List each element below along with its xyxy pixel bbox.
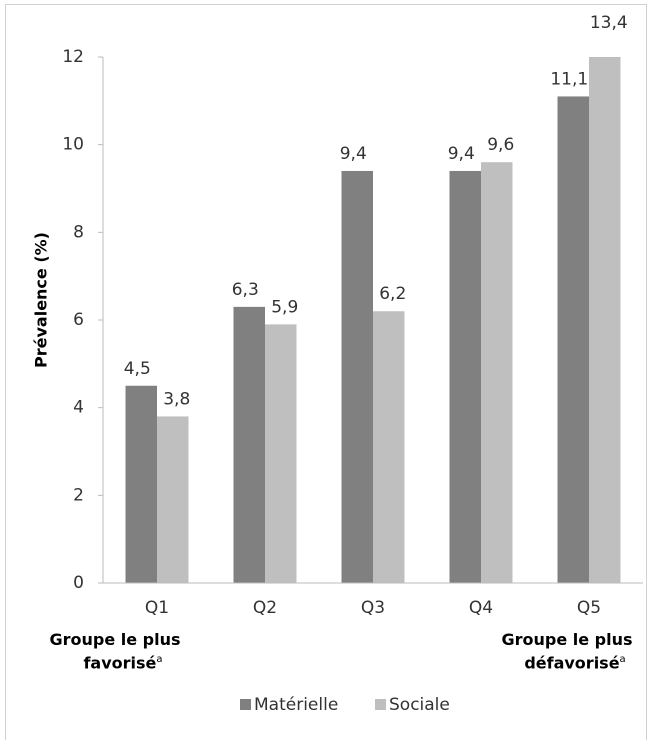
bar (125, 385, 157, 583)
bar (233, 306, 265, 583)
y-tick-label: 12 (62, 47, 84, 67)
x-tick-label: Q3 (361, 598, 385, 618)
bar (449, 170, 481, 583)
annotation: favoriséa (83, 654, 162, 673)
y-tick-label: 4 (73, 398, 84, 418)
legend-swatch (375, 699, 386, 710)
annotation: défavoriséa (524, 654, 625, 673)
y-tick-label: 2 (73, 485, 84, 505)
bar (373, 311, 405, 583)
y-tick-label: 8 (73, 222, 84, 242)
y-tick-label: 0 (73, 573, 84, 593)
value-label: 3,8 (163, 389, 190, 409)
annotation: Groupe le plus (501, 630, 632, 649)
annotation-text: Groupe le plus (501, 630, 632, 649)
x-tick-label: Q2 (253, 598, 277, 618)
y-tick-label: 10 (62, 135, 84, 155)
value-label: 13,4 (590, 13, 628, 33)
annotation-sup: a (620, 654, 626, 665)
x-tick-label: Q1 (145, 598, 169, 618)
bar (157, 416, 189, 583)
annotation-sup: a (156, 654, 162, 665)
x-tick-label: Q5 (577, 598, 601, 618)
x-tick-label: Q4 (469, 598, 493, 618)
y-axis-label: Prévalence (%) (32, 232, 51, 368)
value-label: 9,6 (487, 135, 514, 155)
value-label: 11,1 (550, 69, 588, 89)
bar (265, 324, 297, 583)
annotation-text: Groupe le plus (49, 630, 180, 649)
legend-label: Matérielle (254, 695, 338, 715)
value-label: 5,9 (271, 297, 298, 317)
y-tick-label: 6 (73, 310, 84, 330)
value-label: 4,5 (124, 359, 151, 379)
bar (341, 170, 373, 583)
plot-area (125, 57, 621, 583)
bar (589, 57, 621, 583)
value-label: 9,4 (448, 144, 475, 164)
bar (481, 162, 513, 583)
annotation: Groupe le plus (49, 630, 180, 649)
legend-swatch (240, 699, 251, 710)
value-label: 6,2 (379, 284, 406, 304)
bar (557, 96, 589, 583)
frame (5, 4, 647, 740)
value-label: 9,4 (340, 144, 367, 164)
legend-label: Sociale (389, 695, 450, 715)
value-label: 6,3 (232, 280, 259, 300)
